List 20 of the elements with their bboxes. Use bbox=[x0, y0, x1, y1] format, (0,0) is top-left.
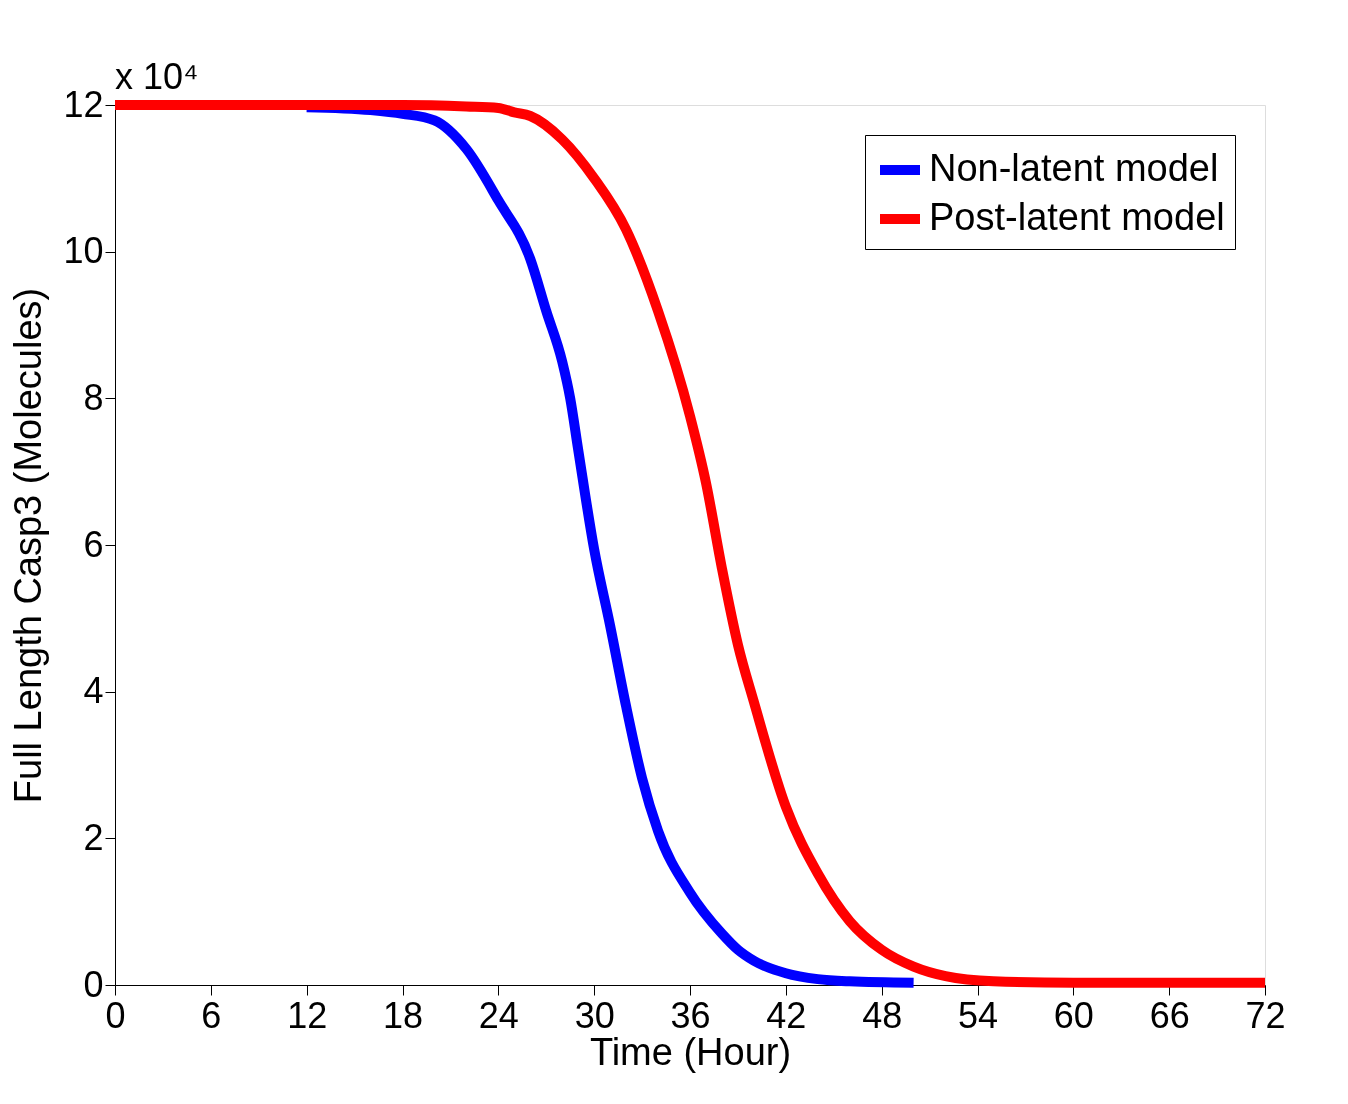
x-tick-label: 54 bbox=[957, 994, 999, 1036]
y-tick-label: 0 bbox=[83, 963, 104, 1005]
x-tick-label: 60 bbox=[1053, 994, 1094, 1036]
x-tick-label: 48 bbox=[862, 994, 903, 1036]
x-tick-label: 18 bbox=[382, 994, 424, 1036]
y-axis-title: Full Length Casp3 (Molecules) bbox=[7, 287, 50, 804]
x-tick-label: 24 bbox=[478, 994, 519, 1036]
legend-label: Non-latent model bbox=[929, 147, 1219, 189]
x-tick-label: 66 bbox=[1149, 994, 1190, 1036]
y-tick-label: 4 bbox=[83, 670, 104, 712]
y-tick-label: 6 bbox=[83, 523, 104, 565]
y-tick-label: 12 bbox=[63, 83, 104, 125]
x-tick-label: 72 bbox=[1245, 994, 1286, 1036]
y-tick-label: 2 bbox=[83, 816, 104, 858]
y-tick-label: 10 bbox=[63, 230, 104, 272]
y-tick-label: 8 bbox=[83, 376, 104, 418]
x-tick-label: 6 bbox=[201, 994, 222, 1036]
text: x 10⁴ bbox=[115, 56, 199, 97]
x-tick-label: 12 bbox=[287, 994, 328, 1036]
legend-label: Post-latent model bbox=[929, 196, 1225, 238]
